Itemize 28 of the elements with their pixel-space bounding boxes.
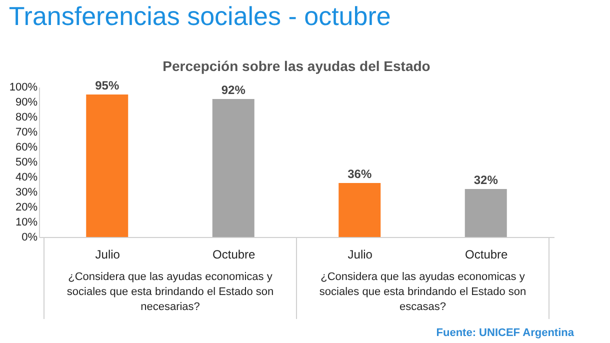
source-note: Fuente: UNICEF Argentina (436, 327, 575, 339)
x-tick-label: Octubre (465, 248, 508, 262)
y-tick-label: 100% (9, 82, 38, 94)
x-tick-label: Julio (95, 248, 120, 262)
chart-title: Transferencias sociales - octubre (8, 1, 391, 31)
y-tick-label: 10% (15, 216, 38, 228)
chart-subtitle: Percepción sobre las ayudas del Estado (162, 58, 430, 74)
data-label: 32% (474, 173, 498, 187)
data-label: 95% (95, 78, 120, 92)
y-tick-label: 90% (15, 96, 38, 108)
x-tick-label: Octubre (212, 248, 256, 262)
text: ¿Considera que las ayudas economicas y sociales que esta brindando el Estado son necesarias? (66, 271, 274, 313)
y-tick-label: 50% (15, 156, 38, 168)
y-tick-label: 0% (22, 232, 38, 244)
bar (464, 189, 507, 237)
y-tick-label: 70% (15, 126, 38, 138)
text: ¿Considera que las ayudas economicas y sociales que esta brindando el Estado son escasas? (319, 271, 526, 313)
y-tick-label: 80% (15, 112, 38, 124)
y-tick-label: 30% (15, 186, 38, 198)
bar (338, 183, 381, 237)
data-label: 92% (221, 83, 246, 97)
x-tick-label: Julio (348, 248, 373, 262)
bar (86, 94, 128, 237)
y-tick-label: 40% (15, 172, 38, 184)
y-tick-label: 20% (15, 202, 38, 214)
data-label: 36% (348, 167, 372, 181)
y-tick-label: 60% (15, 142, 38, 154)
bar (212, 99, 254, 237)
